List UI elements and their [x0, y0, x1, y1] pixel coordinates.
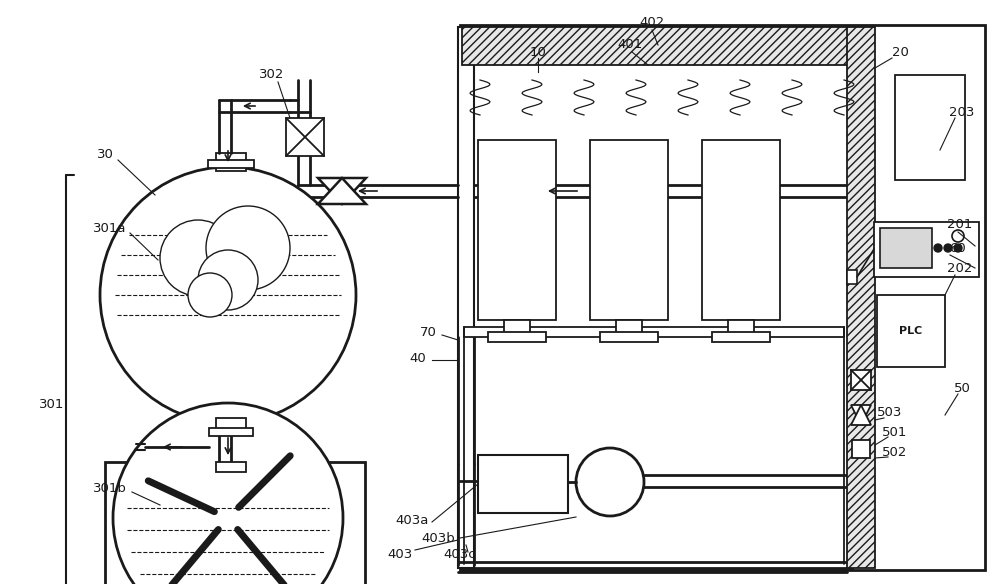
Bar [504, 320, 530, 334]
Text: 40: 40 [410, 352, 426, 364]
Bar [847, 27, 875, 568]
Bar [462, 27, 852, 568]
Bar [488, 332, 546, 342]
Text: 301a: 301a [93, 221, 127, 235]
Circle shape [160, 220, 236, 296]
Bar [702, 140, 780, 320]
Bar [208, 160, 254, 168]
Text: 60: 60 [950, 242, 966, 255]
Bar [600, 332, 658, 342]
Text: 403: 403 [387, 548, 413, 561]
Text: 10: 10 [530, 46, 546, 58]
Text: 301b: 301b [93, 481, 127, 495]
Polygon shape [318, 178, 366, 204]
Bar [478, 140, 556, 320]
Bar [851, 370, 871, 390]
Text: 403b: 403b [421, 531, 455, 544]
Bar [852, 440, 870, 458]
Text: 501: 501 [882, 426, 908, 439]
Circle shape [576, 448, 644, 516]
Text: 403c: 403c [444, 548, 476, 561]
Circle shape [198, 250, 258, 310]
Text: 50: 50 [954, 381, 970, 395]
Circle shape [206, 206, 290, 290]
Bar [105, 462, 365, 584]
Bar [728, 320, 754, 334]
Circle shape [954, 244, 962, 252]
Polygon shape [851, 405, 871, 425]
Bar [847, 270, 857, 284]
Bar [877, 295, 945, 367]
Polygon shape [318, 178, 366, 204]
Text: PLC: PLC [899, 326, 923, 336]
Circle shape [113, 403, 343, 584]
Bar [895, 75, 965, 180]
Text: 302: 302 [259, 68, 285, 82]
Text: 402: 402 [639, 16, 665, 29]
Bar [209, 428, 253, 436]
Circle shape [944, 244, 952, 252]
Polygon shape [851, 405, 871, 425]
Text: 301: 301 [39, 398, 65, 412]
Circle shape [100, 167, 356, 423]
Bar [478, 455, 568, 513]
Bar [590, 140, 668, 320]
Text: 401: 401 [617, 39, 643, 51]
Text: 203: 203 [949, 106, 975, 119]
Bar [462, 27, 852, 65]
Bar [216, 462, 246, 472]
Bar [880, 228, 932, 268]
Bar [286, 118, 324, 156]
Circle shape [934, 244, 942, 252]
Bar [616, 320, 642, 334]
Bar [464, 327, 844, 337]
Bar [712, 332, 770, 342]
Text: 70: 70 [420, 325, 436, 339]
Bar [874, 222, 979, 277]
Text: 403a: 403a [395, 513, 429, 527]
Text: 202: 202 [947, 262, 973, 274]
Bar [216, 153, 246, 171]
Circle shape [952, 230, 964, 242]
Bar [216, 418, 246, 434]
Bar [460, 25, 985, 570]
Text: 201: 201 [947, 218, 973, 231]
Text: 30: 30 [97, 148, 113, 162]
Bar [458, 27, 474, 568]
Text: 503: 503 [877, 405, 903, 419]
Text: 502: 502 [882, 446, 908, 458]
Circle shape [188, 273, 232, 317]
Text: 20: 20 [892, 46, 908, 58]
